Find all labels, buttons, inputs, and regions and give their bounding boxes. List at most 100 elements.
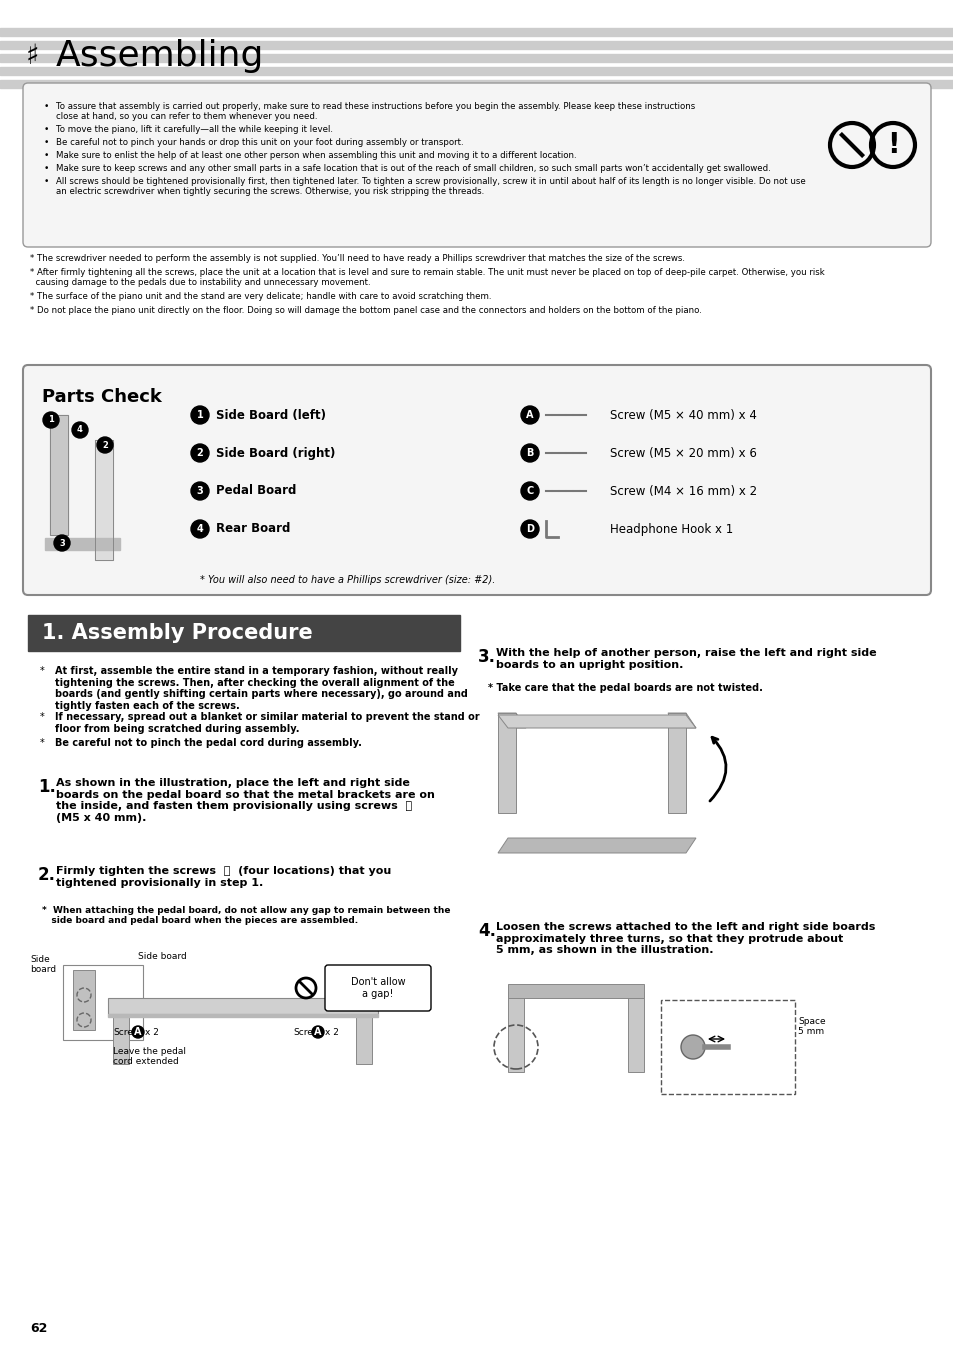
Circle shape: [520, 444, 538, 462]
Text: •: •: [44, 151, 50, 161]
Bar: [45, 539, 120, 549]
Polygon shape: [497, 716, 696, 728]
Text: 2.: 2.: [38, 865, 56, 884]
Text: *: *: [40, 666, 45, 676]
Text: •: •: [44, 163, 50, 173]
Text: * Do not place the piano unit directly on the floor. Doing so will damage the bo: * Do not place the piano unit directly o…: [30, 306, 701, 315]
Bar: [507, 992, 523, 1072]
Polygon shape: [95, 440, 112, 560]
Bar: [355, 1014, 372, 1064]
Text: !: !: [885, 131, 899, 159]
Circle shape: [97, 437, 112, 454]
Text: 4.: 4.: [477, 922, 496, 940]
Text: •: •: [44, 177, 50, 186]
Text: Screw: Screw: [293, 1027, 320, 1037]
Text: Be careful not to pinch the pedal cord during assembly.: Be careful not to pinch the pedal cord d…: [55, 738, 361, 748]
Polygon shape: [667, 713, 696, 728]
Text: Space
5 mm: Space 5 mm: [797, 1017, 824, 1037]
Text: Firmly tighten the screws  Ⓐ  (four locations) that you
tightened provisionally : Firmly tighten the screws Ⓐ (four locati…: [56, 865, 391, 887]
Text: A: A: [314, 1027, 321, 1037]
Bar: [108, 998, 377, 1014]
Text: Don't allow
a gap!: Don't allow a gap!: [351, 977, 405, 999]
Text: *: *: [40, 711, 45, 722]
Polygon shape: [497, 713, 525, 728]
Bar: [0, 68, 953, 76]
Text: 1.: 1.: [38, 778, 56, 796]
Bar: [667, 713, 685, 813]
Circle shape: [132, 1026, 144, 1038]
Text: Headphone Hook x 1: Headphone Hook x 1: [609, 522, 733, 536]
Text: * After firmly tightening all the screws, place the unit at a location that is l: * After firmly tightening all the screws…: [30, 269, 824, 288]
Text: * The surface of the piano unit and the stand are very delicate; handle with car: * The surface of the piano unit and the …: [30, 292, 491, 301]
Text: Screw (M5 × 40 mm) x 4: Screw (M5 × 40 mm) x 4: [609, 409, 756, 421]
Circle shape: [54, 535, 70, 551]
Text: B: B: [526, 448, 533, 458]
FancyBboxPatch shape: [23, 364, 930, 595]
Text: 2: 2: [196, 448, 203, 458]
Circle shape: [312, 1026, 324, 1038]
Text: Pedal Board: Pedal Board: [215, 485, 296, 498]
Text: Leave the pedal
cord extended: Leave the pedal cord extended: [112, 1048, 186, 1067]
Bar: [497, 713, 516, 813]
Text: 62: 62: [30, 1322, 48, 1335]
Text: 1: 1: [196, 410, 203, 420]
Circle shape: [43, 412, 59, 428]
Text: 1: 1: [48, 416, 54, 424]
Text: 4: 4: [77, 425, 83, 435]
Text: 1. Assembly Procedure: 1. Assembly Procedure: [42, 622, 313, 643]
Circle shape: [520, 520, 538, 539]
Text: Assembling: Assembling: [56, 39, 264, 73]
Bar: [0, 80, 953, 88]
Text: Screw (M5 × 20 mm) x 6: Screw (M5 × 20 mm) x 6: [609, 447, 756, 459]
FancyBboxPatch shape: [325, 965, 431, 1011]
Polygon shape: [50, 414, 68, 535]
Text: All screws should be tightened provisionally first, then tightened later. To tig: All screws should be tightened provision…: [56, 177, 805, 196]
Circle shape: [191, 406, 209, 424]
Text: At first, assemble the entire stand in a temporary fashion, without really
tight: At first, assemble the entire stand in a…: [55, 666, 467, 711]
Text: 3: 3: [196, 486, 203, 495]
Text: To move the piano, lift it carefully—all the while keeping it level.: To move the piano, lift it carefully—all…: [56, 126, 333, 134]
Text: * The screwdriver needed to perform the assembly is not supplied. You’ll need to: * The screwdriver needed to perform the …: [30, 254, 684, 263]
Bar: [0, 54, 953, 62]
Text: C: C: [526, 486, 533, 495]
FancyBboxPatch shape: [23, 82, 930, 247]
Text: Make sure to enlist the help of at least one other person when assembling this u: Make sure to enlist the help of at least…: [56, 151, 576, 161]
Text: Side Board (right): Side Board (right): [215, 447, 335, 459]
Text: 2: 2: [102, 440, 108, 450]
Text: Side Board (left): Side Board (left): [215, 409, 326, 421]
FancyBboxPatch shape: [660, 1000, 794, 1094]
Text: * You will also need to have a Phillips screwdriver (size: #2).: * You will also need to have a Phillips …: [200, 575, 495, 585]
Text: x 2: x 2: [325, 1027, 338, 1037]
Text: As shown in the illustration, place the left and right side
boards on the pedal : As shown in the illustration, place the …: [56, 778, 435, 822]
Text: Screw: Screw: [112, 1027, 140, 1037]
Text: 4: 4: [196, 524, 203, 535]
Bar: [28, 616, 459, 651]
Bar: [112, 1014, 129, 1064]
Text: Side
board: Side board: [30, 954, 56, 975]
Text: ♯: ♯: [26, 42, 39, 69]
Text: *: *: [40, 738, 45, 748]
Text: Loosen the screws attached to the left and right side boards
approximately three: Loosen the screws attached to the left a…: [496, 922, 875, 956]
Text: A: A: [134, 1027, 142, 1037]
Text: Rear Board: Rear Board: [215, 522, 290, 536]
Text: D: D: [525, 524, 534, 535]
Bar: [108, 1014, 377, 1017]
Text: 3.: 3.: [477, 648, 496, 666]
Polygon shape: [497, 838, 696, 853]
Text: Make sure to keep screws and any other small parts in a safe location that is ou: Make sure to keep screws and any other s…: [56, 163, 770, 173]
Bar: [0, 28, 953, 36]
Bar: [0, 40, 953, 49]
Text: With the help of another person, raise the left and right side
boards to an upri: With the help of another person, raise t…: [496, 648, 876, 670]
Bar: [63, 965, 143, 1040]
Text: •: •: [44, 103, 50, 111]
Bar: [627, 992, 643, 1072]
Bar: [73, 971, 95, 1030]
Text: Side board: Side board: [138, 952, 187, 961]
Text: •: •: [44, 138, 50, 147]
Circle shape: [520, 406, 538, 424]
Text: •: •: [44, 126, 50, 134]
Text: To assure that assembly is carried out properly, make sure to read these instruc: To assure that assembly is carried out p…: [56, 103, 695, 122]
Text: *  When attaching the pedal board, do not allow any gap to remain between the
  : * When attaching the pedal board, do not…: [42, 906, 450, 925]
Circle shape: [71, 423, 88, 437]
Bar: [507, 984, 643, 998]
